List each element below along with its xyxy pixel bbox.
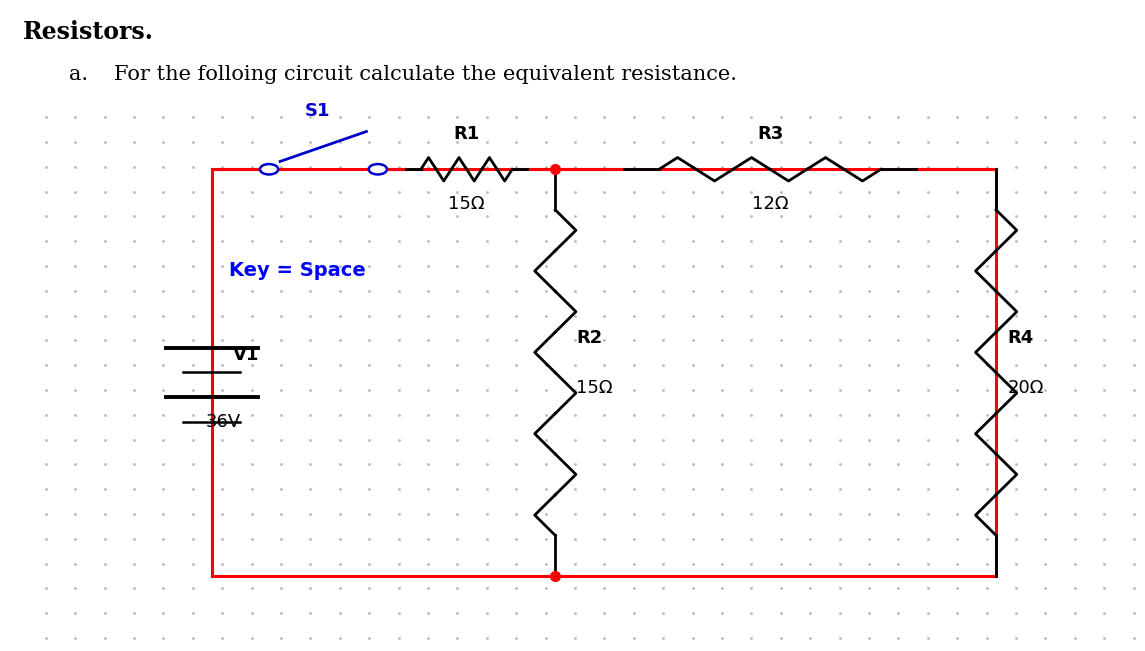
Text: 20Ω: 20Ω [1008, 379, 1044, 397]
Text: 12Ω: 12Ω [752, 195, 788, 214]
Text: R4: R4 [1008, 329, 1034, 346]
Circle shape [369, 164, 387, 174]
Text: Resistors.: Resistors. [23, 20, 153, 44]
Text: 15Ω: 15Ω [449, 195, 484, 214]
Text: 36V: 36V [206, 413, 242, 432]
Text: Key = Space: Key = Space [229, 260, 365, 280]
Text: R2: R2 [576, 329, 602, 346]
Text: a.: a. [69, 65, 88, 84]
Text: For the folloing circuit calculate the equivalent resistance.: For the folloing circuit calculate the e… [114, 65, 737, 84]
Text: S1: S1 [305, 102, 331, 120]
Text: 15Ω: 15Ω [576, 379, 613, 397]
Circle shape [260, 164, 278, 174]
Text: R1: R1 [453, 125, 480, 143]
Text: R3: R3 [757, 125, 783, 143]
Text: V1: V1 [232, 346, 259, 364]
